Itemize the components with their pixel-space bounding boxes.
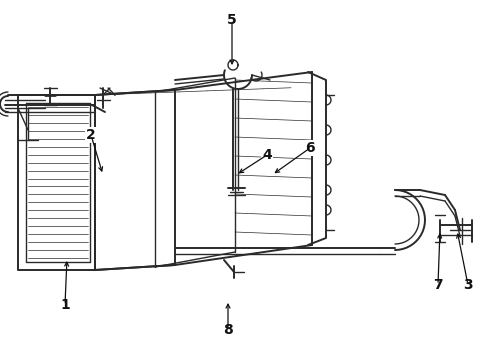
Text: 3: 3 <box>463 278 473 292</box>
Text: 6: 6 <box>305 141 315 155</box>
Text: 1: 1 <box>60 298 70 312</box>
Text: 8: 8 <box>223 323 233 337</box>
Text: 2: 2 <box>86 128 96 142</box>
Text: 7: 7 <box>433 278 443 292</box>
Text: 5: 5 <box>227 13 237 27</box>
Text: 4: 4 <box>262 148 272 162</box>
